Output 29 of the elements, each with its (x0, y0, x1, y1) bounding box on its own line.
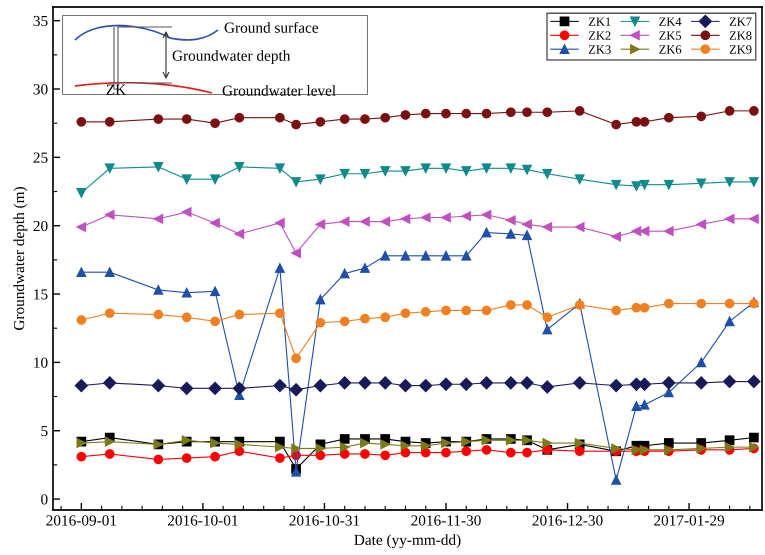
x-tick-label: 2016-10-01 (168, 515, 238, 526)
y-tick-label: 35 (34, 16, 48, 26)
y-tick-label: 10 (34, 358, 48, 368)
x-tick-label: 2017-01-29 (654, 515, 724, 526)
legend-label: ZK1 (588, 18, 610, 26)
y-tick-label: 30 (34, 84, 48, 94)
y-tick-label: 20 (34, 220, 48, 232)
x-axis-title: Date (yy-mm-dd) (354, 534, 460, 548)
y-tick-label: 15 (34, 289, 48, 300)
legend-label: ZK3 (588, 45, 611, 54)
x-tick-label: 2016-12-30 (532, 515, 603, 526)
y-tick-label: 5 (41, 426, 48, 436)
annotation: Ground surface (224, 22, 318, 33)
x-tick-label: 2016-11-30 (411, 515, 481, 526)
legend-label: ZK6 (659, 45, 682, 54)
y-tick-label: 0 (41, 494, 48, 505)
legend-label: ZK8 (730, 31, 752, 40)
annotation: Groundwater depth (172, 50, 290, 64)
legend-label: ZK4 (659, 18, 682, 26)
legend-label: ZK5 (659, 31, 682, 40)
y-tick-label: 25 (34, 152, 48, 163)
x-tick-label: 2016-09-01 (46, 515, 116, 526)
legend-label: ZK9 (730, 45, 752, 54)
annotation: Groundwater level (222, 85, 336, 96)
legend-label: ZK7 (730, 18, 752, 26)
x-tick-label: 2016-10-31 (289, 515, 360, 526)
legend-label: ZK2 (588, 31, 610, 40)
annotation: ZK (106, 84, 126, 95)
y-axis-title: Groundwater depth (m) (13, 187, 28, 330)
